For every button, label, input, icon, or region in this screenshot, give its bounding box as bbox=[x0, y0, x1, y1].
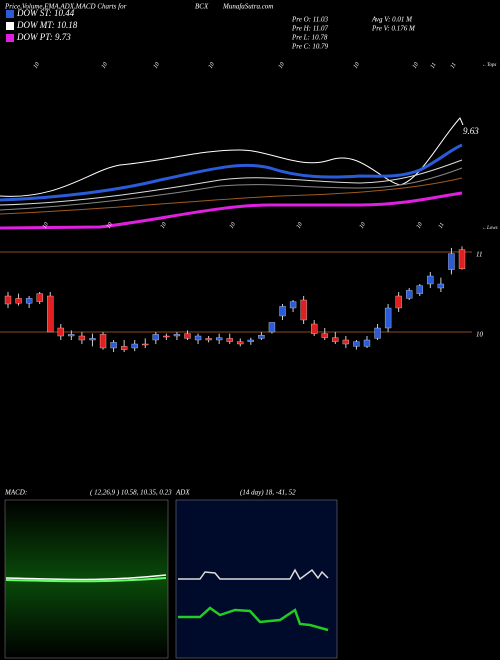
candle-body bbox=[289, 301, 297, 309]
candle-body bbox=[226, 338, 233, 342]
macd-params: ( 12,26,9 ) 10.58, 10.35, 0.23 bbox=[90, 489, 172, 497]
candle-body bbox=[47, 295, 54, 333]
legend-swatch bbox=[6, 22, 14, 30]
ema-mid bbox=[0, 159, 463, 206]
candle-body bbox=[237, 341, 244, 345]
header-left: Price,Volume,EMA,ADX,MACD Charts for bbox=[4, 3, 127, 11]
candle-body bbox=[57, 327, 64, 337]
adx-params: (14 day) 18, -41, 52 bbox=[240, 489, 296, 497]
stat-avg-vol: Avg V: 0.01 M bbox=[371, 16, 413, 24]
date-label: 10 bbox=[160, 221, 168, 229]
candle-body bbox=[353, 341, 360, 347]
date-label: 11 bbox=[430, 62, 438, 70]
date-label: 10 bbox=[106, 221, 114, 229]
legend-swatch bbox=[6, 10, 14, 18]
last-label: 9.63 bbox=[463, 126, 479, 136]
legend-label: DOW ST: 10.44 bbox=[16, 8, 75, 18]
candle-body bbox=[363, 339, 371, 347]
ema-mid2 bbox=[0, 167, 463, 211]
candle-body bbox=[374, 327, 381, 339]
stat-pre-vol: Pre V: 0.176 M bbox=[371, 25, 416, 33]
candle-body bbox=[268, 322, 276, 333]
header-site: MunafaSutra.com bbox=[222, 3, 273, 11]
ema-short bbox=[0, 143, 463, 202]
candle-body bbox=[332, 337, 339, 342]
date-label: 10 bbox=[278, 61, 286, 69]
candle-body bbox=[173, 334, 181, 337]
ema-pt bbox=[0, 191, 463, 230]
candle-body bbox=[300, 299, 307, 321]
stat-open: Pre O: 11.03 bbox=[291, 16, 328, 24]
legend-label: DOW PT: 9.73 bbox=[16, 32, 71, 42]
candle-body bbox=[437, 283, 445, 289]
candle-body bbox=[89, 338, 96, 341]
candle-body bbox=[448, 253, 455, 270]
adx-line bbox=[178, 568, 329, 581]
macd-title: MACD: bbox=[4, 489, 27, 497]
adx-title: ADX bbox=[175, 489, 190, 497]
candle-body bbox=[36, 293, 43, 302]
candle-body bbox=[4, 295, 12, 305]
candle-body bbox=[458, 249, 466, 269]
candle-body bbox=[205, 338, 212, 341]
date-label: 10 bbox=[359, 221, 367, 229]
candle-body bbox=[395, 295, 402, 309]
date-label: 10 bbox=[101, 61, 109, 69]
stat-high: Pre H: 11.07 bbox=[291, 25, 328, 33]
candle-body bbox=[384, 307, 392, 329]
signal-line bbox=[5, 577, 167, 583]
candle-body bbox=[184, 333, 191, 339]
legend-swatch bbox=[6, 34, 14, 42]
date-label: 10 bbox=[33, 61, 41, 69]
candle-body bbox=[142, 343, 149, 346]
candle-body bbox=[216, 337, 223, 341]
date-label: 11 bbox=[438, 222, 446, 230]
tops-label: ←Tops bbox=[482, 63, 496, 68]
legend-label: DOW MT: 10.18 bbox=[16, 20, 78, 30]
date-label: 10 bbox=[229, 221, 237, 229]
date-label: 10 bbox=[42, 221, 50, 229]
date-label: 10 bbox=[153, 61, 161, 69]
candle-body bbox=[131, 343, 138, 349]
candle-body bbox=[416, 285, 423, 294]
candle-body bbox=[152, 334, 159, 341]
y-tick-label: 10 bbox=[476, 331, 484, 339]
candle-body bbox=[110, 342, 117, 349]
macd-line bbox=[5, 574, 167, 581]
candle-body bbox=[247, 339, 254, 342]
date-label: 10 bbox=[412, 61, 420, 69]
date-label: 10 bbox=[296, 221, 304, 229]
candle-body bbox=[258, 335, 265, 339]
candle-body bbox=[15, 298, 22, 304]
date-label: 11 bbox=[450, 62, 458, 70]
stat-close: Pre C: 10.79 bbox=[291, 43, 329, 51]
date-label: 10 bbox=[353, 61, 361, 69]
candle-body bbox=[427, 275, 434, 285]
candle-body bbox=[342, 339, 350, 345]
candle-body bbox=[406, 290, 413, 299]
date-label: 10 bbox=[208, 61, 216, 69]
lows-label: ←Lows bbox=[482, 226, 498, 231]
di-line bbox=[178, 606, 329, 632]
candle-body bbox=[25, 298, 33, 304]
candle-body bbox=[99, 334, 107, 349]
candle-body bbox=[68, 334, 75, 337]
candle-body bbox=[194, 335, 202, 341]
y-tick-label: 11 bbox=[476, 251, 482, 259]
price-line bbox=[0, 117, 464, 197]
candle-body bbox=[163, 335, 170, 338]
date-label: 10 bbox=[416, 221, 424, 229]
ema-long bbox=[0, 177, 463, 215]
candle-body bbox=[321, 333, 328, 338]
candle-body bbox=[78, 335, 86, 341]
candle-body bbox=[311, 323, 318, 334]
candle-body bbox=[120, 346, 128, 350]
header-symbol: BCX bbox=[195, 3, 209, 11]
stat-low: Pre L: 10.78 bbox=[291, 34, 328, 42]
candle-body bbox=[279, 306, 286, 317]
